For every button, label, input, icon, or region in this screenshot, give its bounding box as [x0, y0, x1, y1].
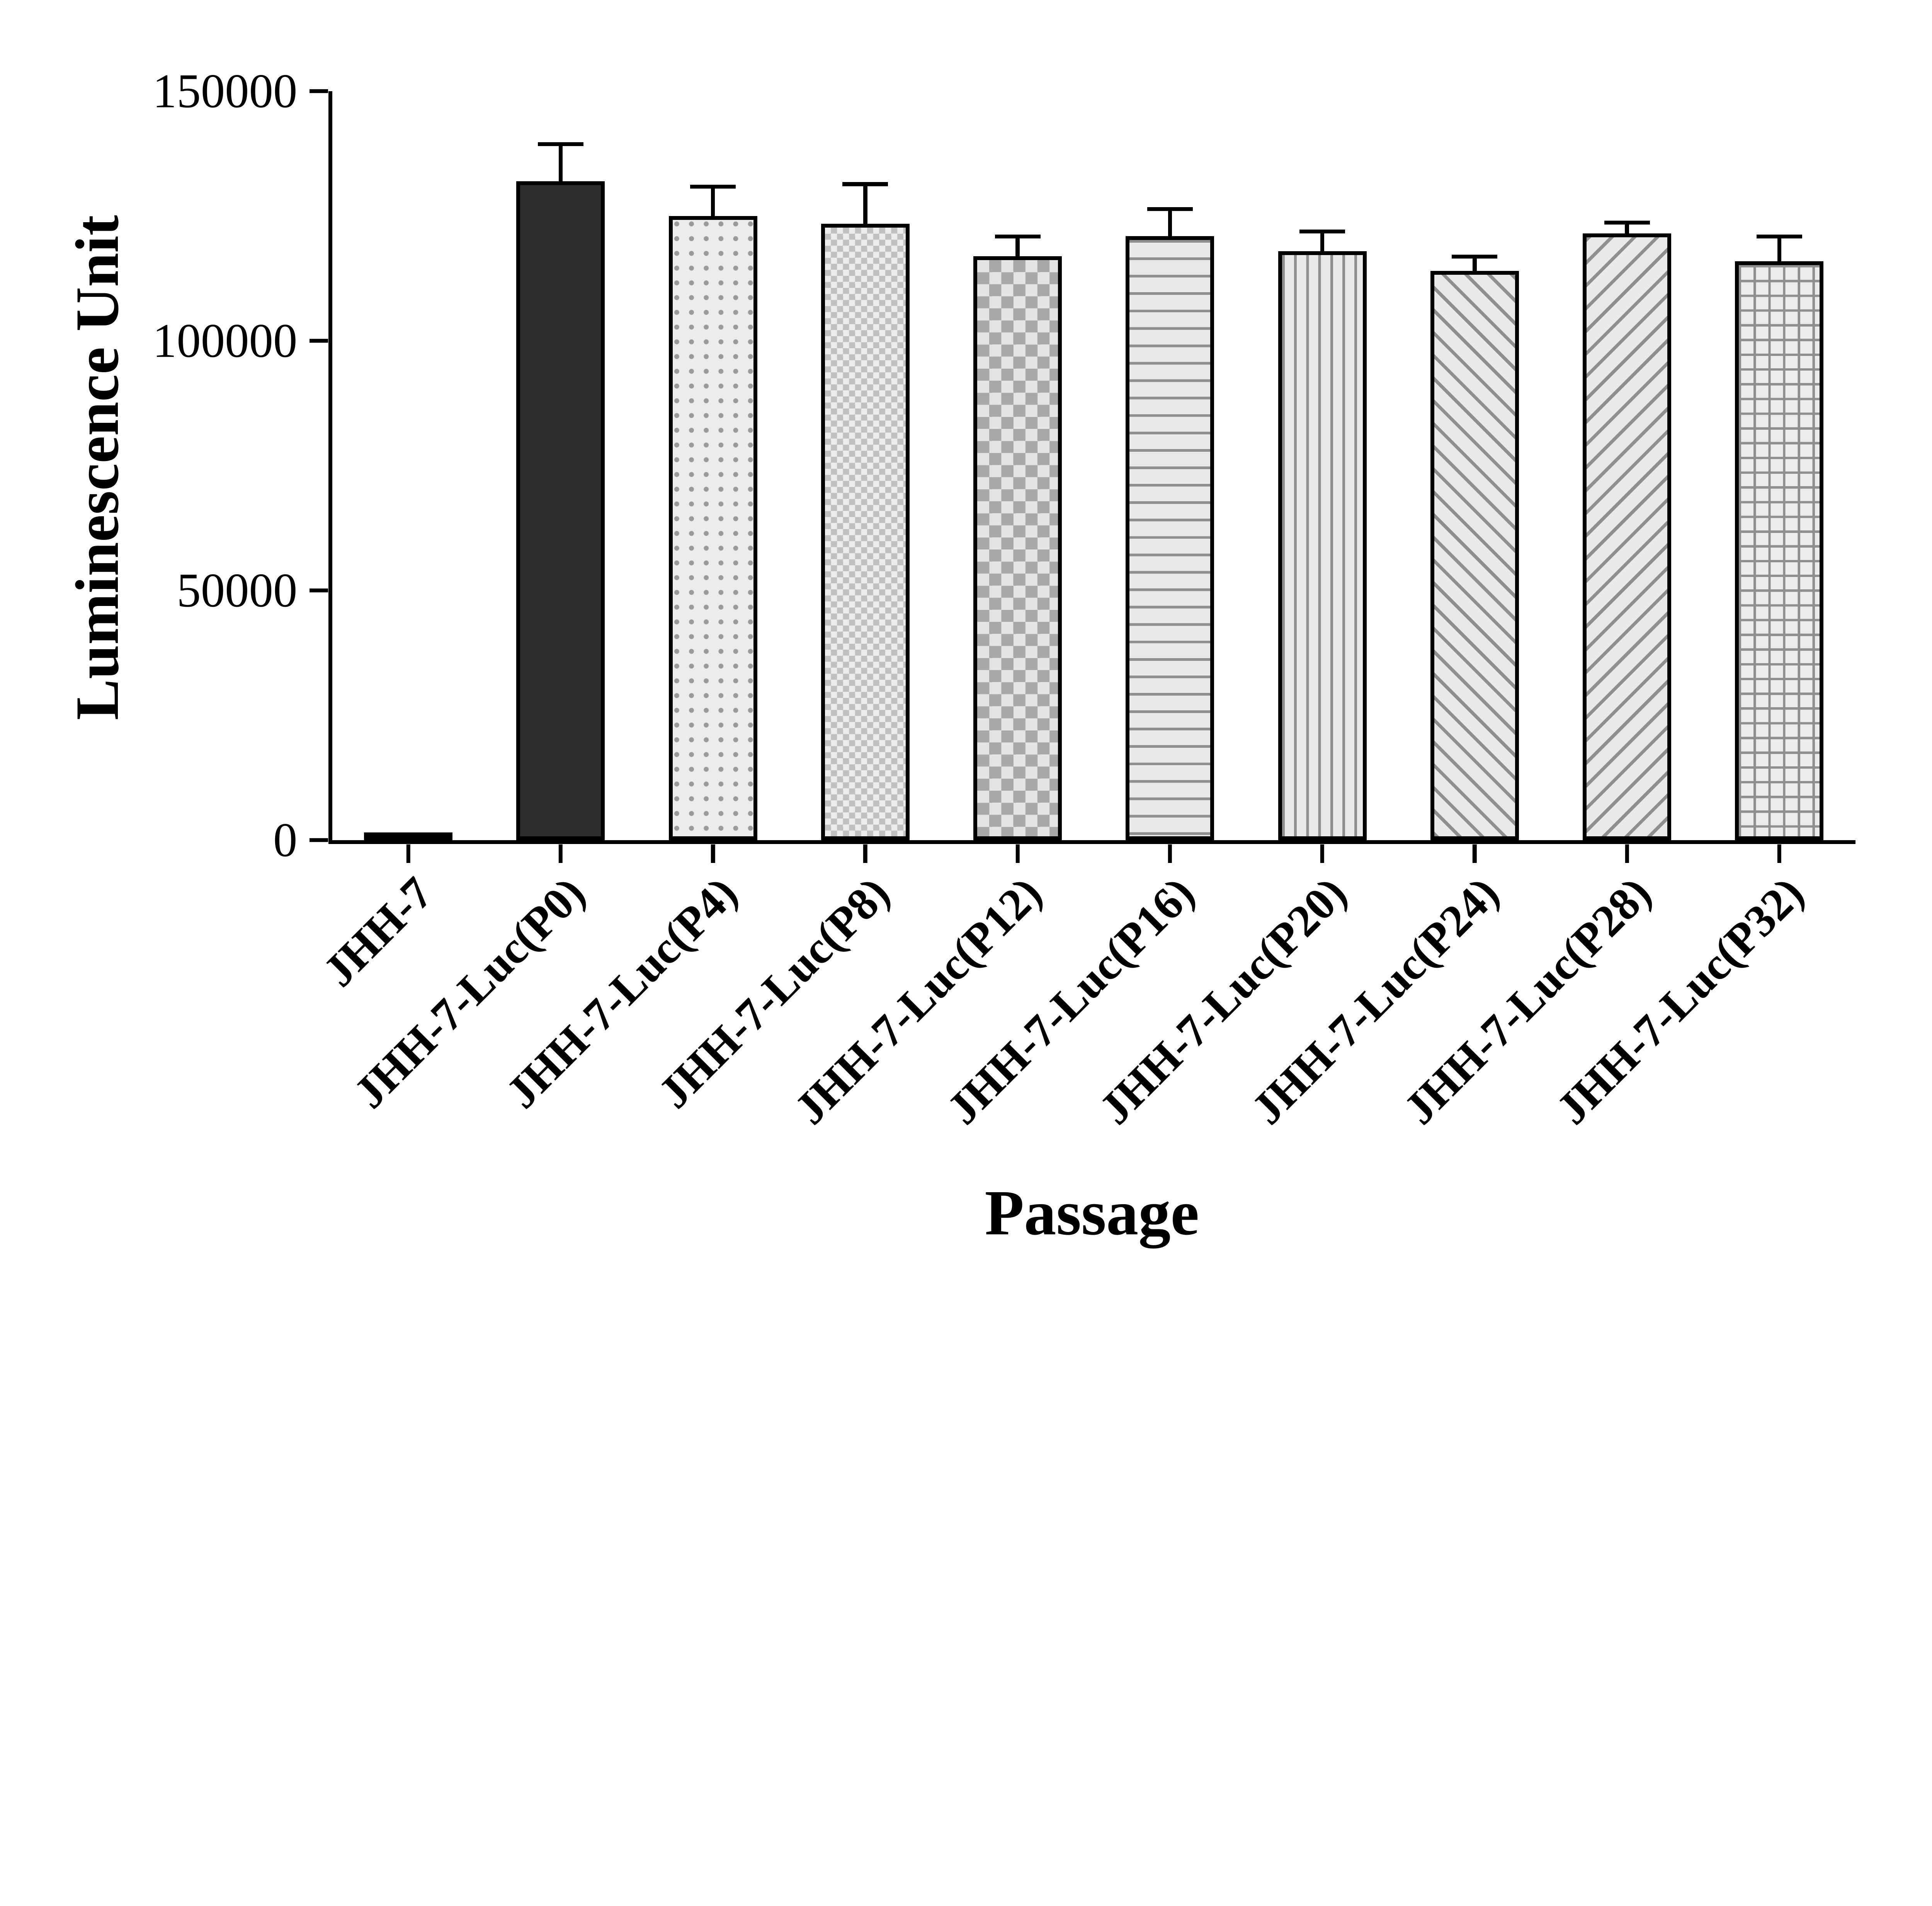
bar-JHH-7-Luc(P16): [1126, 236, 1214, 841]
x-tick: [406, 844, 410, 863]
error-bar-stem: [863, 186, 867, 224]
error-bar-stem: [1168, 211, 1172, 236]
error-bar-stem: [1625, 225, 1629, 234]
error-bar-stem: [406, 837, 410, 839]
y-axis-title: Luminescence Unit: [63, 215, 131, 720]
bar-JHH-7-Luc(P20): [1278, 251, 1367, 841]
y-tick: [309, 339, 328, 343]
error-bar-cap: [1147, 207, 1193, 211]
y-tick: [309, 588, 328, 593]
x-tick-label: JHH-7: [313, 867, 442, 997]
x-axis-title: Passage: [985, 1178, 1199, 1249]
error-bar-stem: [558, 146, 563, 181]
y-tick-label: 150000: [152, 64, 298, 118]
error-bar-cap: [537, 142, 583, 146]
error-bar-cap: [995, 234, 1041, 239]
y-tick: [309, 838, 328, 842]
y-tick-label: 50000: [177, 563, 298, 617]
error-bar-cap: [1756, 234, 1802, 239]
error-bar-stem: [1320, 233, 1325, 251]
error-bar-stem: [1015, 238, 1020, 256]
x-tick: [1777, 844, 1782, 863]
error-bar-cap: [1452, 254, 1498, 259]
y-tick-label: 0: [273, 813, 298, 867]
error-bar-cap: [1604, 220, 1650, 225]
x-tick: [711, 844, 715, 863]
error-bar-cap: [842, 182, 888, 186]
x-tick: [558, 844, 563, 863]
figure: Luminescence Unit 0 50000 100000 150000 JHH-…: [63, 64, 1856, 1249]
x-tick: [1625, 844, 1629, 863]
bar-JHH-7-Luc(P8): [821, 223, 910, 841]
bar-JHH-7-Luc(P12): [973, 256, 1062, 841]
x-tick: [1168, 844, 1172, 863]
error-bar-cap: [690, 184, 736, 189]
x-tick: [1473, 844, 1477, 863]
bar-JHH-7-Luc(P4): [668, 216, 757, 841]
error-bar-cap: [1299, 230, 1345, 234]
error-bar-cap: [385, 833, 431, 837]
x-tick: [1320, 844, 1325, 863]
error-bar-stem: [711, 189, 715, 216]
plot-area: 0 50000 100000 150000 JHH-7 JHH-7-Luc(P0) JHH-…: [153, 64, 1856, 1134]
x-tick: [1015, 844, 1020, 863]
bar-JHH-7-Luc(P0): [516, 181, 605, 841]
bar-JHH-7-Luc(P28): [1583, 233, 1671, 841]
error-bar-stem: [1777, 238, 1781, 261]
bar-JHH-7-Luc(P32): [1735, 261, 1824, 841]
bar-JHH-7-Luc(P24): [1430, 271, 1519, 841]
y-tick-label: 100000: [152, 314, 298, 368]
x-tick: [863, 844, 867, 863]
y-tick: [309, 89, 328, 93]
error-bar-stem: [1473, 259, 1477, 271]
